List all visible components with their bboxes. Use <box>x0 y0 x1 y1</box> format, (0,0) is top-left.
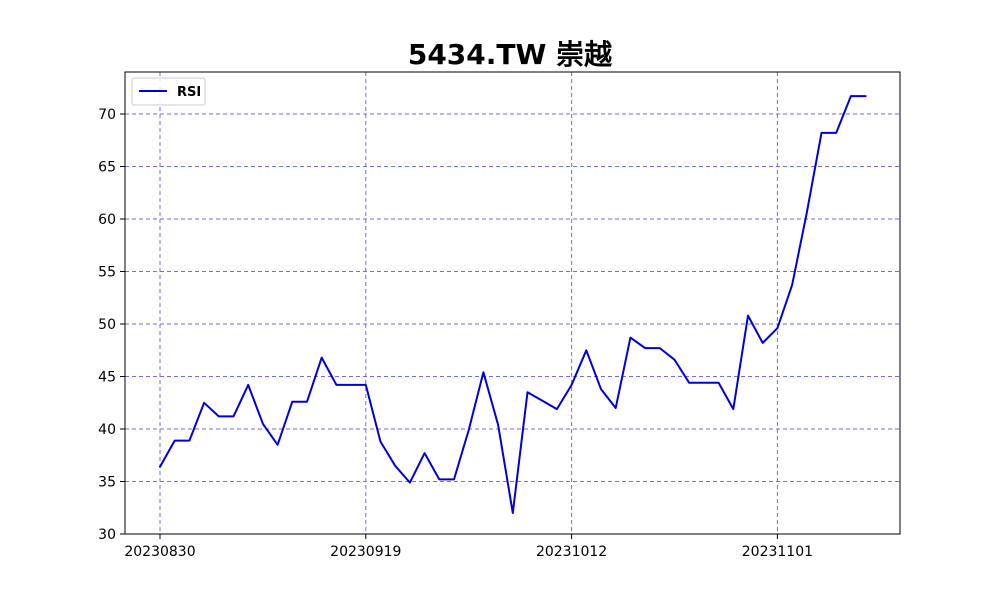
y-tick-label: 50 <box>98 317 116 333</box>
y-tick-label: 45 <box>98 370 116 386</box>
y-tick-label: 35 <box>98 475 116 491</box>
series-line-rsi <box>159 95 867 514</box>
y-tick-label: 40 <box>98 422 116 438</box>
y-axis: 30 35 40 45 50 55 60 65 70 <box>98 107 125 543</box>
y-tick-label: 70 <box>98 107 116 123</box>
legend-box <box>131 77 206 106</box>
legend-label-rsi: RSI <box>177 85 201 100</box>
x-tick-label: 20230919 <box>330 544 401 560</box>
y-tick-label: 60 <box>98 212 116 228</box>
grid <box>125 72 900 535</box>
y-tick-label: 30 <box>98 527 116 543</box>
x-tick-label: 20230830 <box>124 544 195 560</box>
y-tick-label: 55 <box>98 265 116 281</box>
chart-title: 5434.TW 崇越 <box>408 38 613 71</box>
x-tick-label: 20231101 <box>742 544 813 560</box>
y-tick-label: 65 <box>98 160 116 176</box>
legend: RSI <box>131 77 206 106</box>
series-layer <box>159 95 867 514</box>
x-axis: 20230830 20230919 20231012 20231101 <box>124 534 813 560</box>
x-tick-label: 20231012 <box>536 544 607 560</box>
plot-frame <box>124 71 901 535</box>
